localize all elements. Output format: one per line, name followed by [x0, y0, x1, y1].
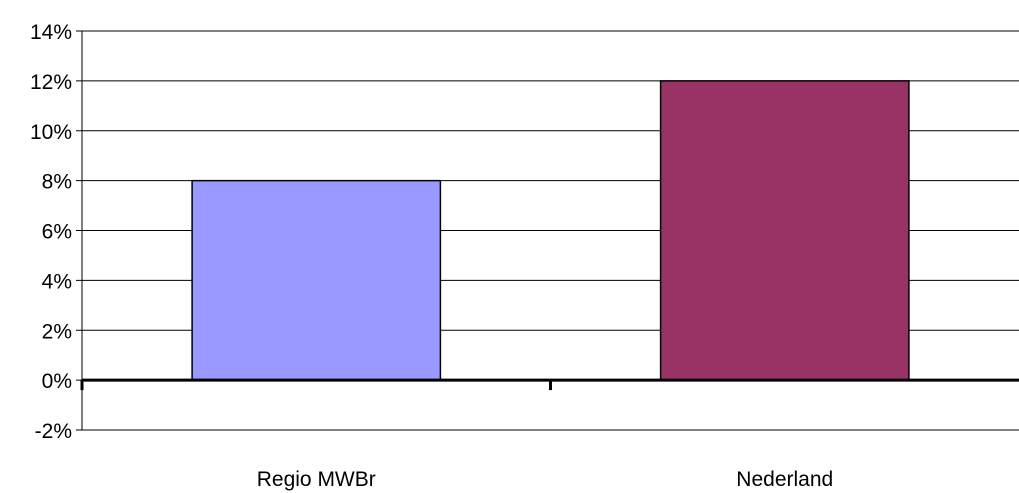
x-axis: [80, 378, 1019, 391]
x-category-label: Regio MWBr: [257, 468, 376, 491]
bar-nederland: [659, 80, 910, 381]
x-category-label: Nederland: [736, 468, 833, 491]
y-tick-label: 0%: [42, 370, 72, 393]
bars: [191, 80, 910, 381]
y-tick-label: 4%: [42, 270, 72, 293]
y-tick-label: -2%: [35, 420, 72, 443]
y-tick-label: 2%: [42, 320, 72, 343]
bar-regio-mwbr: [191, 179, 442, 381]
y-tick-label: 10%: [30, 121, 72, 144]
y-tick-label: 14%: [30, 21, 72, 44]
y-axis-tick-labels: -2% 0% 2% 4% 6% 8% 10% 12% 14%: [30, 21, 72, 443]
category-labels: Regio MWBr Nederland: [257, 468, 833, 491]
y-tick-label: 12%: [30, 71, 72, 94]
y-tick-label: 8%: [42, 171, 72, 194]
y-tick-label: 6%: [42, 221, 72, 244]
